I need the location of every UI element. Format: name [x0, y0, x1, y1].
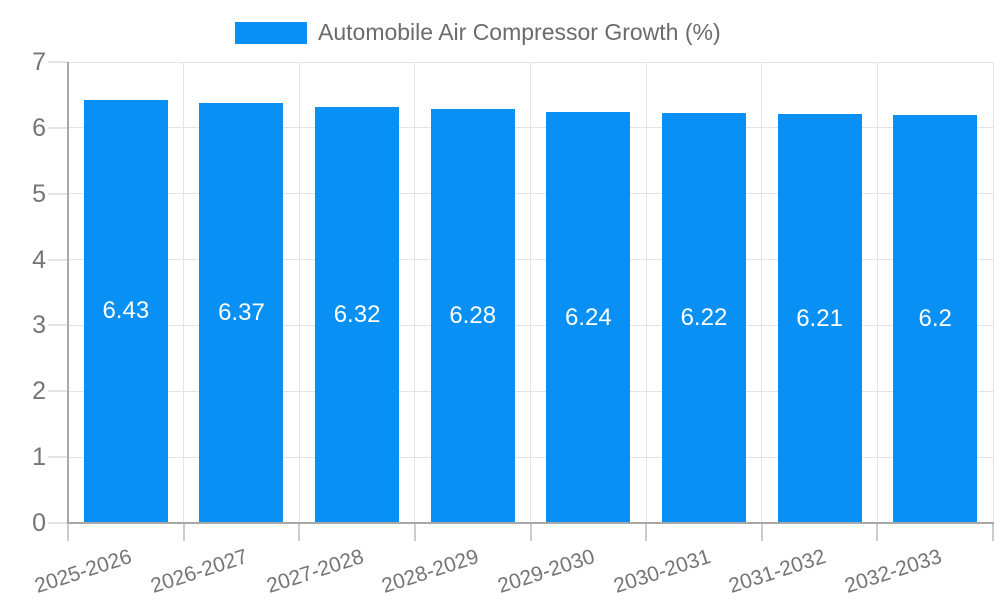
bar-2032-2033[interactable]: 6.2 — [893, 114, 978, 523]
x-axis-tick — [413, 523, 416, 541]
y-axis-tick-label: 4 — [32, 245, 46, 274]
v-gridline-2 — [298, 62, 300, 523]
bar-value-label: 6.2 — [918, 304, 952, 332]
bar-value-label: 6.22 — [680, 304, 728, 332]
x-axis-tick — [760, 523, 763, 541]
y-axis-line — [67, 62, 69, 523]
x-axis-tick — [529, 523, 532, 541]
y-axis-tick-label: 0 — [32, 509, 46, 537]
x-axis-tick — [992, 523, 994, 541]
x-axis-label-2025-2026: 2025-2026 — [32, 545, 135, 598]
v-gridline-1 — [183, 62, 185, 523]
bar-2027-2028[interactable]: 6.32 — [315, 106, 400, 523]
y-axis-tick — [48, 456, 68, 459]
v-gridline-7 — [876, 62, 878, 523]
bar-2031-2032[interactable]: 6.21 — [777, 114, 862, 523]
bar-value-label: 6.43 — [102, 297, 150, 325]
y-axis-tick — [48, 192, 68, 195]
bar-2026-2027[interactable]: 6.37 — [199, 103, 284, 523]
bar-2030-2031[interactable]: 6.22 — [661, 113, 746, 523]
y-axis-tick — [48, 522, 68, 524]
y-axis-tick-label: 1 — [32, 443, 46, 472]
y-axis-tick — [48, 390, 68, 393]
v-gridline-8 — [992, 62, 994, 523]
y-axis-tick-label: 6 — [32, 113, 46, 142]
bar-value-label: 6.21 — [796, 304, 843, 332]
y-axis-tick-label: 7 — [32, 48, 46, 76]
x-axis-label-2026-2027: 2026-2027 — [147, 545, 251, 598]
x-axis-label-2032-2033: 2032-2033 — [841, 545, 945, 598]
x-axis-tick — [876, 523, 879, 541]
v-gridline-6 — [761, 62, 763, 523]
x-axis-label-2030-2031: 2030-2031 — [610, 545, 714, 598]
x-axis-line — [67, 522, 994, 524]
bar-2025-2026[interactable]: 6.43 — [83, 99, 168, 523]
legend[interactable]: Automobile Air Compressor Growth (%) — [235, 19, 721, 46]
bar-2028-2029[interactable]: 6.28 — [430, 109, 515, 523]
x-axis-label-2029-2030: 2029-2030 — [494, 545, 598, 598]
y-axis-tick — [48, 324, 68, 327]
y-axis-tick-label: 3 — [32, 311, 46, 340]
x-axis-label-2028-2029: 2028-2029 — [379, 545, 482, 598]
v-gridline-4 — [530, 62, 531, 523]
x-axis-label-2027-2028: 2027-2028 — [263, 545, 367, 598]
x-axis-tick — [298, 523, 301, 541]
bar-value-label: 6.32 — [333, 300, 381, 328]
x-axis-tick — [182, 523, 185, 541]
y-axis-tick — [48, 61, 68, 63]
x-axis-tick — [645, 523, 648, 541]
y-axis-tick — [48, 258, 68, 261]
y-axis-tick-label: 2 — [32, 377, 46, 406]
v-gridline-5 — [645, 62, 647, 523]
legend-label: Automobile Air Compressor Growth (%) — [318, 19, 721, 45]
v-gridline-3 — [414, 62, 416, 523]
x-axis-label-2031-2032: 2031-2032 — [726, 545, 829, 598]
bar-value-label: 6.37 — [218, 299, 265, 327]
bar-2029-2030[interactable]: 6.24 — [546, 112, 631, 523]
legend-color-swatch — [235, 21, 307, 44]
y-axis-tick-label: 5 — [32, 179, 46, 208]
bar-value-label: 6.28 — [449, 302, 497, 330]
bar-value-label: 6.24 — [564, 303, 612, 331]
y-axis-tick — [48, 126, 68, 129]
x-axis-tick — [67, 523, 69, 541]
